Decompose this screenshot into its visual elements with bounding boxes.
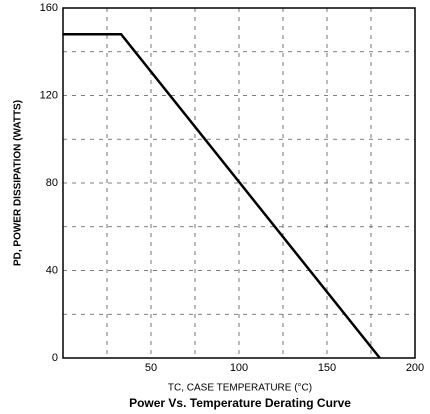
y-tick-label: 0 [52, 352, 58, 364]
x-tick-label: 200 [406, 362, 424, 374]
data-line [63, 33, 381, 359]
y-tick-label: 120 [40, 89, 58, 101]
y-tick-label: 160 [40, 2, 58, 14]
plot-frame [62, 7, 416, 359]
x-tick-label: 150 [318, 362, 336, 374]
x-tick-label: 50 [145, 362, 157, 374]
x-tick-label: 100 [230, 362, 248, 374]
y-tick-label: 40 [46, 264, 58, 276]
y-tick-label: 80 [46, 177, 58, 189]
y-axis-label: PD, POWER DISSIPATION (WATTS) [13, 100, 24, 266]
chart-title: Power Vs. Temperature Derating Curve [129, 396, 351, 410]
x-axis-label: TC, CASE TEMPERATURE (°C) [168, 383, 312, 394]
